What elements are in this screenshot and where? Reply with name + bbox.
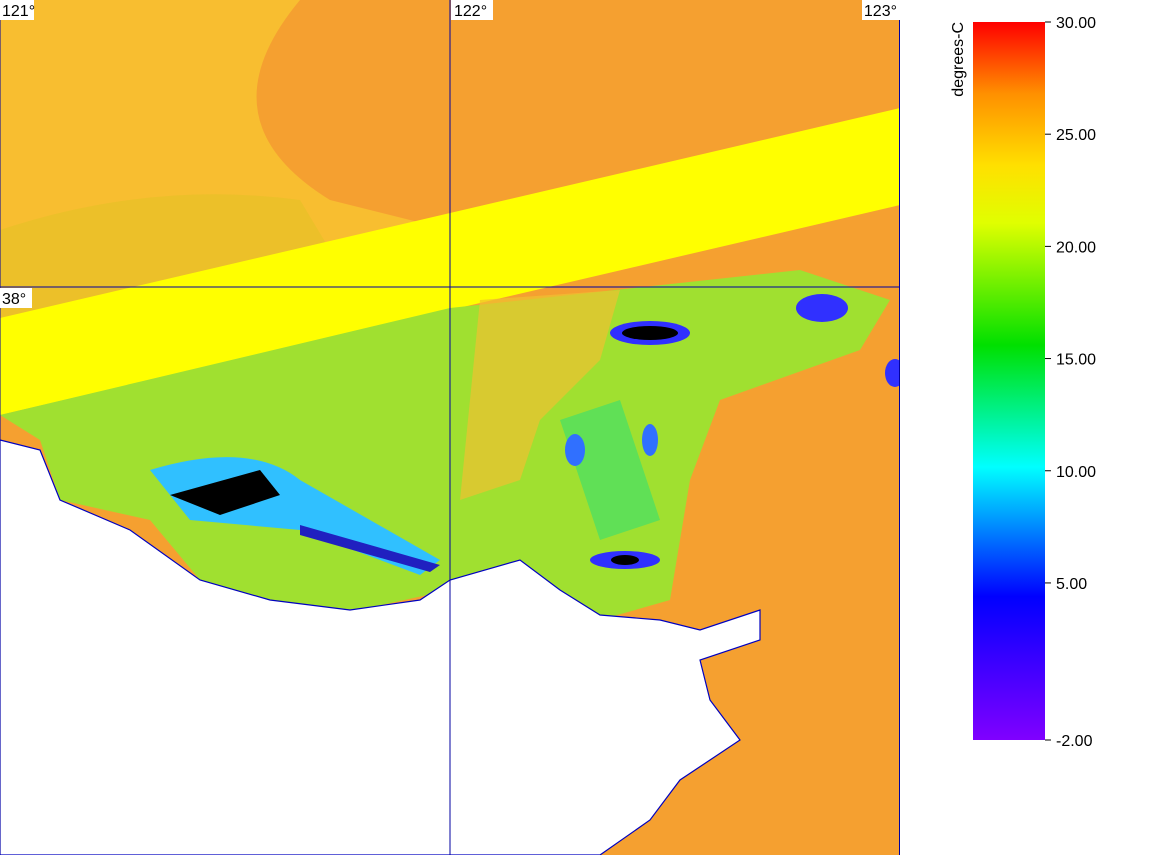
label-box	[0, 288, 32, 308]
colorbar-label: degrees-C	[950, 22, 967, 97]
map-image	[0, 0, 900, 855]
colorbar-tick-label: 30.00	[1056, 15, 1096, 32]
sea-coldest	[611, 555, 639, 565]
sea-cool	[0, 270, 890, 620]
colorbar	[973, 22, 1045, 740]
sea-mild	[0, 194, 330, 320]
sea-cool	[560, 400, 660, 540]
label-box	[0, 0, 34, 20]
longitude-label: 121°	[2, 3, 35, 20]
sea-cold	[300, 525, 440, 572]
label-box	[862, 0, 900, 20]
colorbar-tick-label: 5.00	[1056, 576, 1087, 593]
longitude-label: 123°	[864, 3, 897, 20]
sea-coldest	[170, 470, 280, 515]
colorbar-tick-label: 15.00	[1056, 352, 1096, 369]
sea-cold	[885, 359, 900, 387]
sea-cold	[642, 424, 658, 456]
latitude-label: 38°	[2, 291, 26, 308]
colorbar-tick-label: -2.00	[1056, 733, 1093, 750]
colorbar-tick-label: 20.00	[1056, 239, 1096, 256]
land	[0, 439, 761, 855]
label-box	[451, 0, 493, 20]
longitude-label: 122°	[454, 3, 487, 20]
sea-cold	[565, 434, 585, 466]
sea-mild	[460, 290, 620, 500]
colorbar-tick-label: 10.00	[1056, 464, 1096, 481]
sea-coldest	[622, 326, 678, 340]
sea-cold	[796, 294, 848, 322]
colorbar-tick-label: 25.00	[1056, 127, 1096, 144]
colorbar-ticks: 30.00 25.00 20.00 15.00 10.00 5.00 -2.00	[1045, 15, 1096, 750]
